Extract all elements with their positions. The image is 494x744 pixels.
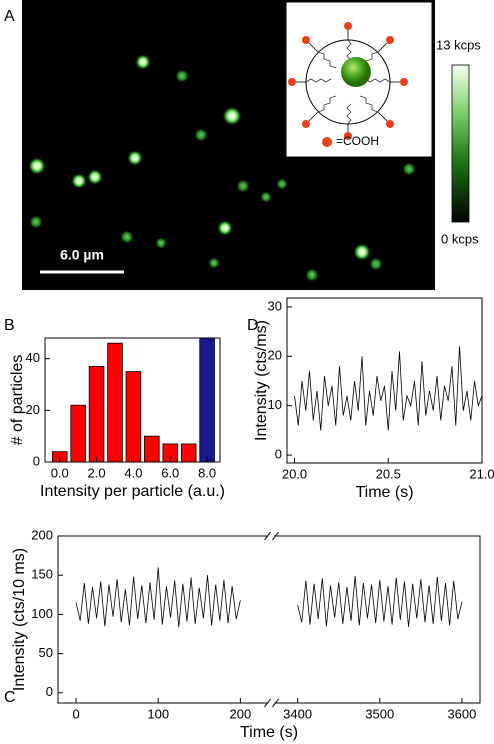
bar bbox=[125, 371, 142, 463]
y-axis-title: # of particles bbox=[9, 355, 26, 446]
panel-a: 6.0 µm bbox=[4, 0, 481, 290]
bar bbox=[107, 342, 123, 463]
break-mark bbox=[264, 698, 271, 708]
panel-label: B bbox=[4, 317, 15, 334]
data-line bbox=[75, 567, 241, 627]
y-tick-label: 0 bbox=[33, 453, 40, 468]
y-tick-label: 200 bbox=[31, 527, 53, 542]
bar bbox=[180, 443, 197, 463]
x-tick-label: 4.0 bbox=[124, 465, 142, 480]
plot-frame bbox=[44, 337, 221, 463]
x-tick-label: 20.0 bbox=[282, 466, 307, 481]
y-axis-title: Intensity (cts/10 ms) bbox=[11, 548, 28, 691]
y-tick-label: 50 bbox=[39, 645, 53, 660]
bar bbox=[144, 435, 160, 463]
scale-bar-label: 6.0 µm bbox=[60, 247, 104, 263]
y-tick-label: 150 bbox=[31, 567, 53, 582]
y-tick-label: 40 bbox=[26, 350, 40, 365]
x-tick-label: 2.0 bbox=[88, 465, 106, 480]
bar bbox=[199, 337, 215, 463]
y-tick-label: 20 bbox=[26, 402, 40, 417]
data-line bbox=[297, 575, 463, 627]
x-tick-label: 100 bbox=[147, 706, 169, 721]
y-tick-label: 0 bbox=[46, 684, 53, 699]
x-tick-label: 21.0 bbox=[469, 466, 494, 481]
panel-label: C bbox=[4, 689, 16, 706]
particles bbox=[28, 54, 416, 282]
x-tick-label: 8.0 bbox=[198, 465, 216, 480]
x-tick-label: 6.0 bbox=[161, 465, 179, 480]
x-tick-label: 0 bbox=[72, 706, 79, 721]
panel-label: D bbox=[247, 317, 259, 334]
x-axis-title: Intensity per particle (a.u.) bbox=[40, 483, 225, 500]
x-tick-label: 3500 bbox=[365, 706, 394, 721]
bar bbox=[70, 404, 86, 463]
panel-label: A bbox=[4, 8, 15, 25]
x-tick-label: 20.5 bbox=[376, 466, 401, 481]
inset-legend: =COOH bbox=[336, 134, 379, 148]
plot-frame bbox=[286, 297, 483, 464]
break-mark bbox=[272, 698, 279, 708]
colorbar-min-label: 0 kcps bbox=[441, 231, 479, 246]
colorbar bbox=[451, 64, 470, 223]
x-axis-title: Time (s) bbox=[355, 484, 413, 501]
break-mark bbox=[272, 531, 279, 541]
y-tick-label: 10 bbox=[268, 397, 282, 412]
y-tick-label: 20 bbox=[268, 348, 282, 363]
x-tick-label: 200 bbox=[230, 706, 252, 721]
data-line bbox=[294, 346, 483, 431]
x-tick-label: 3600 bbox=[447, 706, 476, 721]
colorbar-max-label: 13 kcps bbox=[436, 37, 481, 52]
x-tick-label: 0.0 bbox=[51, 465, 69, 480]
y-tick-label: 0 bbox=[275, 447, 282, 462]
bar bbox=[88, 366, 105, 463]
y-tick-label: 30 bbox=[268, 298, 282, 313]
x-axis-title: Time (s) bbox=[240, 724, 298, 741]
x-tick-label: 3400 bbox=[283, 706, 312, 721]
break-mark bbox=[264, 531, 271, 541]
y-axis-title: Intensity (cts/ms) bbox=[253, 320, 270, 441]
axis-break bbox=[268, 534, 275, 705]
y-tick-label: 100 bbox=[31, 606, 53, 621]
inset: =COOH bbox=[285, 1, 433, 158]
